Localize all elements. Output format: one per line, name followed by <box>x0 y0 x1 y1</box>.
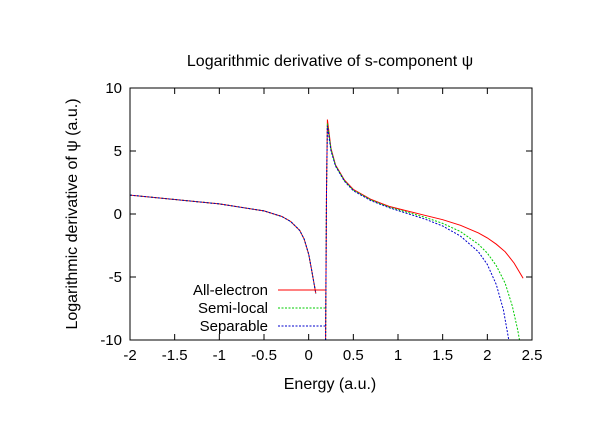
legend-label: Semi-local <box>198 300 268 317</box>
series-line-semi-local <box>325 123 520 341</box>
series-line-all-electron <box>129 194 317 294</box>
x-axis-label: Energy (a.u.) <box>284 376 376 393</box>
chart-title: Logarithmic derivative of s-component ψ <box>187 53 473 70</box>
x-tick-label: -1.5 <box>162 347 188 364</box>
x-tick-label: 2 <box>483 347 491 364</box>
y-axis-label: Logarithmic derivative of ψ (a.u.) <box>64 98 81 329</box>
x-tick-label: -1 <box>213 347 226 364</box>
series-line-separable <box>325 125 510 341</box>
y-tick-label: 5 <box>114 143 122 160</box>
x-tick-label: -2 <box>123 347 136 364</box>
x-tick-label: 0 <box>304 347 312 364</box>
axis-ticks: -2 -1.5 -1 -0.5 0 0.5 1 1.5 2 2.5 -10 -5 0 5 10 <box>100 80 542 364</box>
legend-label: All-electron <box>193 282 268 299</box>
series-line-all-electron <box>325 119 524 341</box>
y-tick-label: 0 <box>114 206 122 223</box>
x-tick-label: 0.5 <box>343 347 364 364</box>
legend-label: Separable <box>200 318 268 335</box>
series-layer <box>129 119 524 341</box>
plot-frame <box>129 87 533 341</box>
x-tick-label: 2.5 <box>522 347 543 364</box>
x-tick-label: 1 <box>394 347 402 364</box>
series-line-separable <box>129 194 317 294</box>
x-tick-label: -0.5 <box>251 347 277 364</box>
x-tick-label: 1.5 <box>432 347 453 364</box>
y-tick-label: -10 <box>100 332 122 349</box>
y-tick-label: -5 <box>109 269 122 286</box>
y-tick-label: 10 <box>105 80 122 97</box>
series-line-semi-local <box>129 194 317 294</box>
